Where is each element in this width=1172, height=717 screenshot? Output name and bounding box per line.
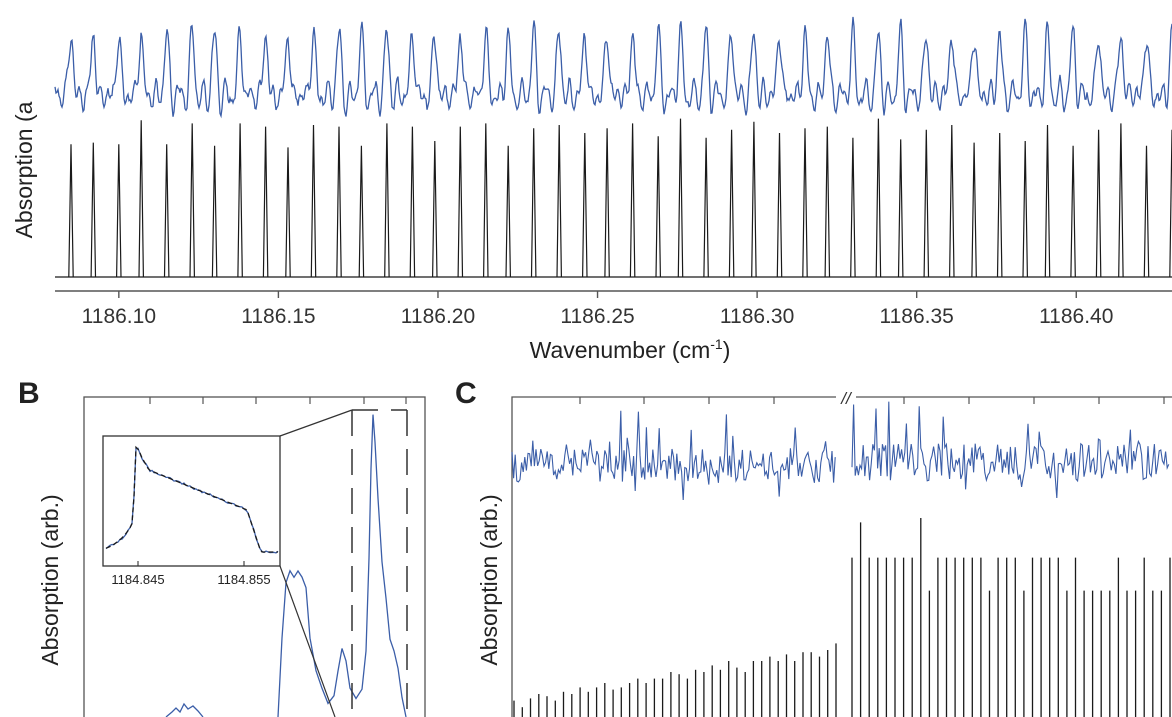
panel-b-inset-frame xyxy=(102,435,281,567)
panel-a-simulated-line xyxy=(1095,129,1102,278)
panel-a-simulated-line xyxy=(1070,145,1076,278)
panel-a-simulated-line xyxy=(163,144,170,278)
panel-a-simulated-line xyxy=(432,140,438,278)
panel-c-measured-trace-right xyxy=(851,401,1170,499)
panel-b-inset-simulated-trace xyxy=(105,445,278,553)
panel-b: B Absorption (arb.) 1184.845 1184.855 xyxy=(18,377,426,717)
panel-a-simulated-line xyxy=(824,126,831,278)
panel-a-simulated-line xyxy=(211,145,218,278)
panel-a-simulated-line xyxy=(358,145,365,278)
panel-a-x-tick-label: 1186.25 xyxy=(560,305,634,328)
panel-a-x-tick-label: 1186.20 xyxy=(401,305,475,328)
panel-c-y-axis-label: Absorption (arb.) xyxy=(476,494,502,665)
panel-a-x-tick-label: 1186.10 xyxy=(82,305,156,328)
panel-b-zoom-connector-bottom xyxy=(279,565,336,717)
panel-a-simulated-line xyxy=(971,142,977,278)
panel-b-letter: B xyxy=(18,377,40,410)
panel-a-simulated-line xyxy=(457,126,464,278)
panel-a: Absorption (a 1186.10 1186.15 1186.20 1186.… xyxy=(11,16,1172,363)
panel-a-simulated-line xyxy=(262,126,269,278)
panel-a-simulated-lines xyxy=(68,118,1172,278)
panel-b-zoom-region xyxy=(351,409,408,717)
panel-c-simulated-lines xyxy=(513,518,1171,717)
panel-a-measured-trace xyxy=(54,16,1172,119)
panel-a-simulated-line xyxy=(116,144,122,278)
panel-b-inset-tick-label-2: 1184.855 xyxy=(217,572,270,587)
panel-b-inset-tick-label-1: 1184.845 xyxy=(111,572,164,587)
panel-a-x-tick-label: 1186.15 xyxy=(241,305,315,328)
panel-a-x-tick-label: 1186.30 xyxy=(720,305,794,328)
panel-a-x-axis-label: Wavenumber (cm-1) xyxy=(530,336,731,363)
panel-a-x-tick-label: 1186.35 xyxy=(880,305,954,328)
panel-a-simulated-line xyxy=(90,142,97,278)
panel-b-top-ticks xyxy=(149,397,407,404)
panel-a-simulated-line xyxy=(629,123,636,278)
panel-c-axis-break-mark: // xyxy=(840,389,853,408)
panel-c-frame xyxy=(511,396,1172,717)
panel-a-simulated-line xyxy=(677,118,684,278)
panel-a-simulated-line xyxy=(409,126,416,278)
panel-a-simulated-line xyxy=(237,123,243,278)
panel-a-simulated-line xyxy=(68,144,74,278)
panel-c: C Absorption (arb.) // xyxy=(455,377,1172,717)
panel-a-simulated-line xyxy=(189,123,195,278)
panel-a-simulated-line xyxy=(1118,123,1124,278)
panel-a-simulated-line xyxy=(1044,124,1051,278)
panel-b-y-axis-label: Absorption (arb.) xyxy=(37,494,63,665)
panel-a-simulated-line xyxy=(923,129,930,278)
panel-b-inset-ticks xyxy=(137,561,245,566)
panel-a-simulated-line xyxy=(728,129,735,278)
panel-a-y-axis-label: Absorption (a xyxy=(11,101,37,238)
panel-a-simulated-line xyxy=(336,126,342,278)
panel-a-simulated-line xyxy=(949,124,955,278)
panel-c-measured-trace-left xyxy=(511,410,836,501)
panel-c-break-gap xyxy=(836,388,856,404)
panel-a-simulated-line xyxy=(875,118,882,278)
panel-b-zoom-connector-top xyxy=(279,409,353,437)
panel-b-measured-trace xyxy=(165,414,407,717)
panel-a-simulated-line xyxy=(751,121,757,278)
panel-a-x-tick-label: 1186.40 xyxy=(1039,305,1113,328)
panel-a-simulated-line xyxy=(655,136,661,278)
panel-a-simulated-line xyxy=(802,128,808,278)
panel-a-simulated-line xyxy=(556,124,562,278)
panel-c-letter: C xyxy=(455,377,477,410)
panel-a-simulated-line xyxy=(505,145,511,278)
panel-a-simulated-line xyxy=(604,128,610,278)
panel-a-simulated-line xyxy=(530,128,537,278)
panel-a-simulated-line xyxy=(483,123,489,278)
panel-a-simulated-line xyxy=(897,139,904,278)
panel-a-simulated-line xyxy=(384,123,390,278)
panel-a-simulated-line xyxy=(776,132,783,278)
panel-a-simulated-line xyxy=(996,132,1003,278)
panel-a-simulated-line xyxy=(310,124,317,278)
panel-a-simulated-line xyxy=(582,132,588,278)
panel-b-frame xyxy=(83,396,426,717)
panel-a-simulated-line xyxy=(1169,129,1172,278)
panel-a-x-ticks: 1186.10 1186.15 1186.20 1186.25 1186.30 1186.… xyxy=(82,291,1113,328)
panel-a-simulated-line xyxy=(703,137,709,278)
panel-a-simulated-line xyxy=(1022,140,1028,278)
panel-a-simulated-line xyxy=(850,137,856,278)
panel-a-simulated-line xyxy=(138,120,144,278)
panel-c-top-ticks xyxy=(579,397,1165,404)
panel-a-simulated-line xyxy=(285,147,291,278)
panel-a-simulated-line xyxy=(1143,145,1150,278)
